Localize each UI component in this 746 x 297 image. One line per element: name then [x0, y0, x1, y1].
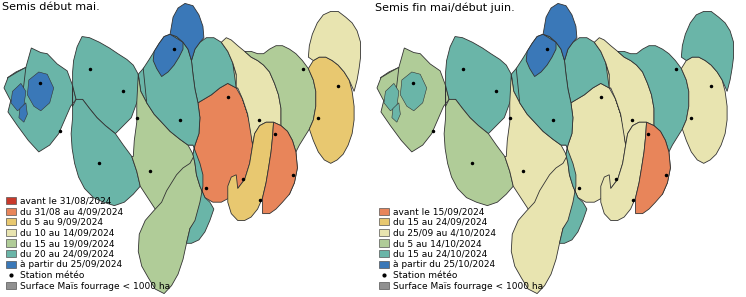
- Polygon shape: [392, 103, 401, 122]
- Polygon shape: [380, 48, 449, 152]
- Polygon shape: [595, 38, 654, 145]
- Polygon shape: [19, 103, 28, 122]
- Polygon shape: [618, 46, 689, 152]
- Polygon shape: [445, 37, 514, 134]
- Polygon shape: [138, 154, 204, 293]
- Polygon shape: [245, 46, 316, 152]
- Polygon shape: [681, 11, 733, 91]
- Polygon shape: [4, 67, 26, 108]
- Polygon shape: [516, 34, 587, 243]
- Polygon shape: [606, 63, 671, 198]
- Polygon shape: [401, 72, 427, 111]
- Polygon shape: [263, 122, 298, 214]
- Polygon shape: [636, 122, 671, 214]
- Polygon shape: [377, 67, 399, 108]
- Polygon shape: [681, 57, 727, 163]
- Polygon shape: [566, 83, 626, 202]
- Polygon shape: [228, 122, 274, 220]
- Legend: avant le 15/09/2024, du 15 au 24/09/2024, du 25/09 au 4/10/2024, du 5 au 14/10/2: avant le 15/09/2024, du 15 au 24/09/2024…: [377, 206, 545, 293]
- Polygon shape: [601, 122, 647, 220]
- Polygon shape: [384, 83, 399, 111]
- Polygon shape: [444, 86, 513, 206]
- Polygon shape: [72, 37, 141, 134]
- Polygon shape: [511, 42, 573, 145]
- Polygon shape: [222, 38, 281, 145]
- Polygon shape: [28, 72, 54, 111]
- Polygon shape: [526, 34, 556, 77]
- Polygon shape: [143, 34, 214, 243]
- Polygon shape: [505, 74, 577, 232]
- Polygon shape: [153, 34, 183, 77]
- Polygon shape: [193, 83, 253, 202]
- Polygon shape: [511, 154, 577, 293]
- Polygon shape: [11, 83, 26, 111]
- Polygon shape: [71, 86, 140, 206]
- Polygon shape: [308, 57, 354, 163]
- Text: Semis fin mai/début juin.: Semis fin mai/début juin.: [375, 2, 515, 13]
- Polygon shape: [132, 74, 204, 232]
- Polygon shape: [308, 11, 360, 91]
- Polygon shape: [565, 38, 611, 103]
- Polygon shape: [192, 38, 238, 103]
- Text: Semis début mai.: Semis début mai.: [2, 2, 100, 12]
- Polygon shape: [138, 42, 200, 145]
- Polygon shape: [543, 4, 577, 61]
- Polygon shape: [7, 48, 76, 152]
- Polygon shape: [170, 4, 204, 61]
- Legend: avant le 31/08/2024, du 31/08 au 4/09/2024, du 5 au 9/09/2024, du 10 au 14/09/20: avant le 31/08/2024, du 31/08 au 4/09/20…: [4, 195, 172, 293]
- Polygon shape: [233, 63, 298, 198]
